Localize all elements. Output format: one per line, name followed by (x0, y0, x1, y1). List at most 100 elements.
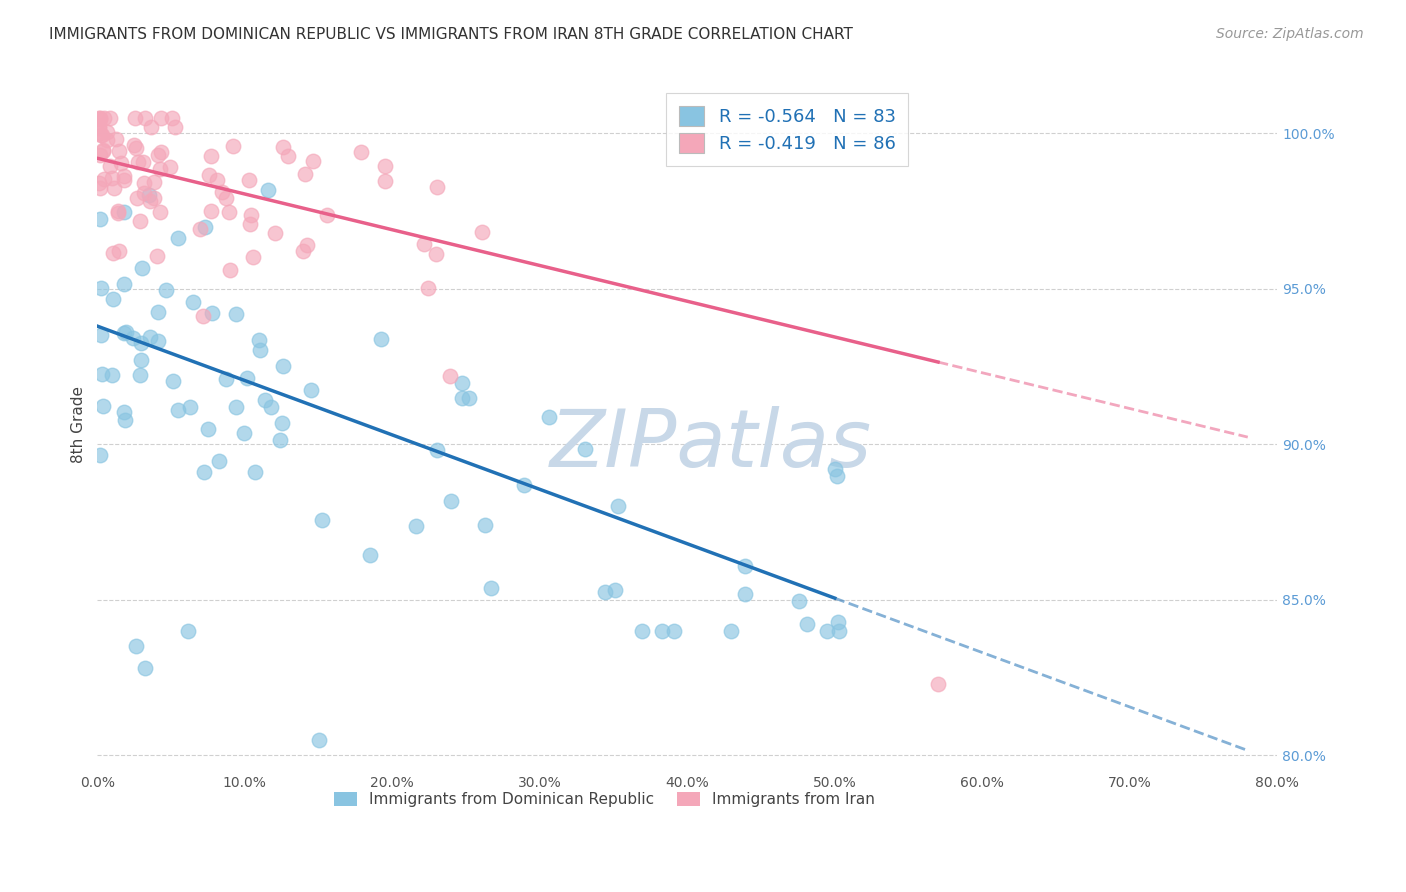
Point (112, 173, 135, 187)
Point (405, 519, 427, 533)
Point (112, 169, 135, 184)
Point (193, 465, 215, 479)
Point (125, 640, 148, 654)
Point (574, 442, 596, 456)
Point (413, 237, 436, 252)
Point (146, 305, 169, 319)
Point (108, 144, 131, 158)
Point (479, 581, 502, 595)
Point (270, 416, 292, 430)
Point (134, 111, 156, 125)
Point (239, 209, 262, 223)
Point (124, 111, 146, 125)
Point (127, 154, 149, 169)
Point (100, 171, 122, 186)
Point (101, 245, 124, 260)
Point (439, 368, 461, 383)
Point (93, 171, 115, 186)
Point (219, 263, 242, 277)
Point (238, 217, 260, 231)
Point (87, 119, 110, 133)
Point (734, 559, 756, 574)
Text: IMMIGRANTS FROM DOMINICAN REPUBLIC VS IMMIGRANTS FROM IRAN 8TH GRADE CORRELATION: IMMIGRANTS FROM DOMINICAN REPUBLIC VS IM… (49, 27, 853, 42)
Point (311, 513, 333, 527)
Point (129, 214, 152, 228)
Point (107, 203, 129, 218)
Point (89, 212, 111, 227)
Point (236, 371, 259, 385)
Point (299, 383, 322, 397)
Legend: Immigrants from Dominican Republic, Immigrants from Iran: Immigrants from Dominican Republic, Immi… (326, 785, 883, 815)
Point (927, 676, 949, 690)
Point (308, 732, 330, 747)
Point (166, 403, 188, 417)
Point (426, 179, 449, 194)
Point (295, 238, 318, 252)
Point (451, 391, 474, 405)
Point (129, 368, 152, 382)
Point (197, 421, 219, 435)
Point (416, 281, 439, 295)
Point (159, 160, 181, 174)
Point (115, 325, 138, 339)
Point (91, 128, 114, 142)
Point (112, 204, 135, 219)
Point (163, 120, 186, 134)
Point (89, 112, 111, 126)
Point (205, 173, 228, 187)
Point (90, 128, 112, 142)
Point (796, 616, 818, 631)
Point (141, 120, 163, 134)
Point (828, 624, 851, 638)
Point (374, 159, 396, 173)
Point (150, 111, 173, 125)
Point (134, 661, 156, 675)
Point (112, 277, 135, 291)
Point (827, 615, 849, 629)
Point (824, 461, 846, 475)
Point (91, 399, 114, 413)
Point (457, 391, 479, 405)
Point (471, 225, 494, 239)
Point (87, 111, 110, 125)
Point (374, 174, 396, 188)
Point (125, 141, 148, 155)
Point (127, 191, 149, 205)
Point (143, 191, 166, 205)
Point (96, 133, 118, 147)
Point (232, 425, 254, 440)
Point (177, 624, 200, 638)
Point (440, 494, 463, 508)
Point (271, 359, 294, 373)
Point (107, 206, 129, 220)
Point (89, 176, 111, 190)
Point (277, 149, 299, 163)
Point (134, 176, 156, 190)
Point (138, 187, 160, 202)
Point (160, 111, 183, 125)
Point (148, 148, 170, 162)
Point (734, 586, 756, 600)
Point (249, 343, 271, 357)
Point (132, 155, 155, 169)
Point (606, 499, 628, 513)
Point (91, 143, 114, 157)
Point (271, 140, 294, 154)
Point (146, 249, 169, 263)
Point (350, 145, 373, 159)
Point (89, 448, 111, 462)
Point (257, 183, 280, 197)
Point (720, 624, 742, 638)
Point (225, 307, 247, 321)
Point (222, 139, 245, 153)
Point (451, 376, 474, 390)
Point (370, 332, 392, 346)
Point (103, 180, 125, 194)
Point (114, 413, 136, 427)
Point (93, 111, 115, 125)
Point (259, 401, 281, 415)
Point (139, 330, 162, 344)
Point (149, 205, 172, 219)
Point (181, 294, 204, 309)
Point (89, 147, 111, 161)
